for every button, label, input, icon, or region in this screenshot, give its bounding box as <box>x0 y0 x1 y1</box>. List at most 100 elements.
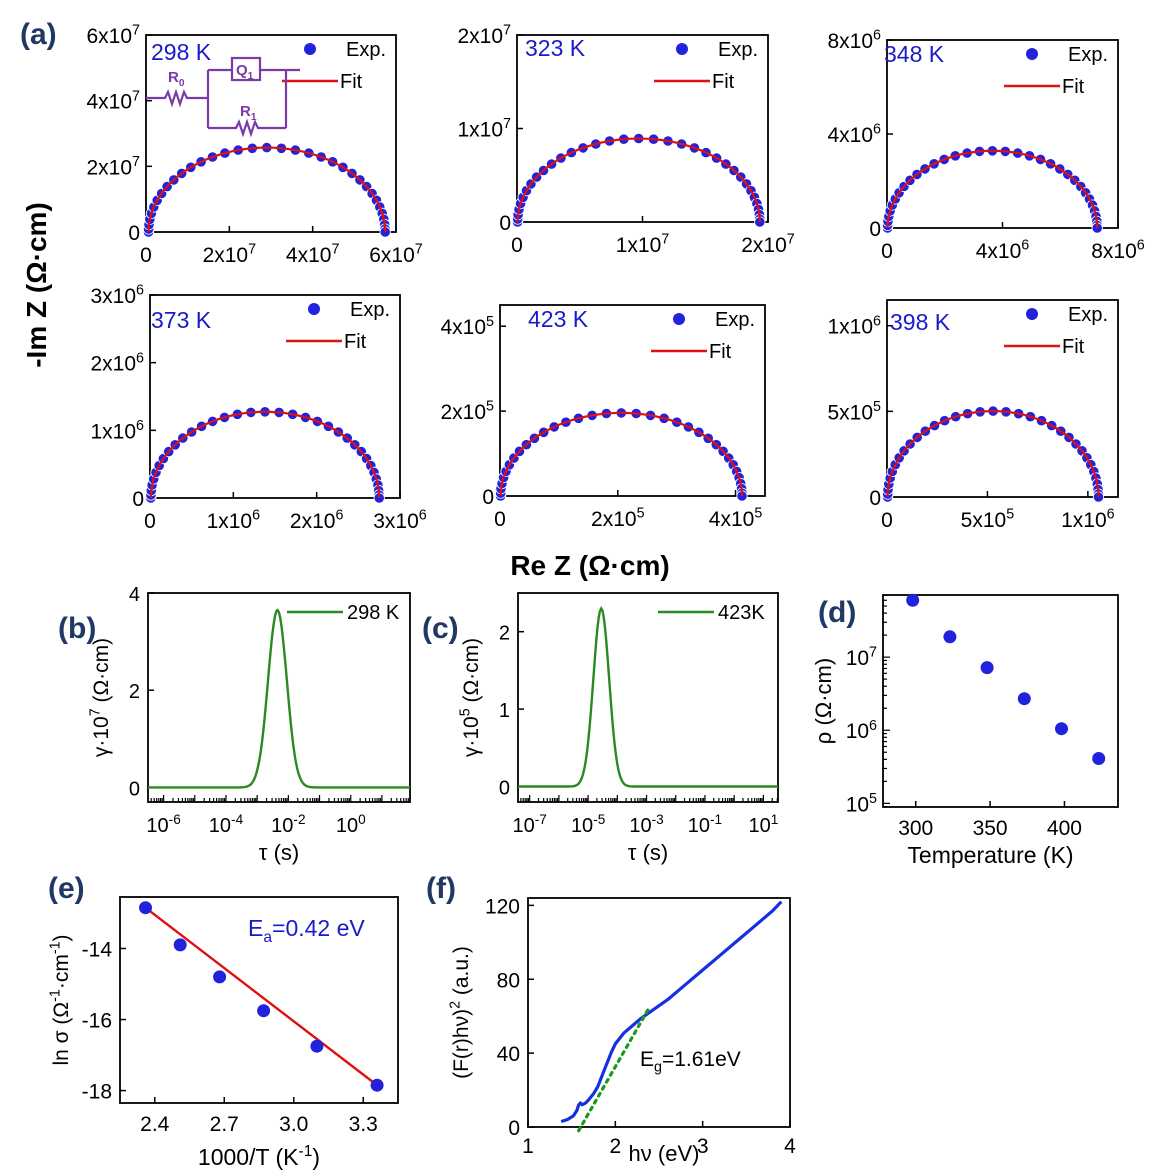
x-tick-label: 2x107 <box>741 232 795 257</box>
sigma-point <box>257 1004 271 1018</box>
legend-fit-label: Fit <box>1062 76 1085 98</box>
x-tick-label: 1x106 <box>1061 507 1115 532</box>
nyquist-panel-398-k: 0 5x105 1x106 0 5x105 1x106 398 K Exp. Fit <box>828 299 1119 532</box>
y-axis-label: γ·107 (Ω·cm) <box>88 638 113 757</box>
panel-d-label: (d) <box>818 596 856 629</box>
rho-point <box>1092 752 1106 765</box>
fit-line <box>886 149 1099 228</box>
x-axis-label: 1000/T (K-1) <box>198 1143 320 1170</box>
nyquist-panel-298-k: 0 2x107 4x107 6x107 0 2x107 4x107 6x107 298 K Exp… <box>87 23 423 267</box>
x-axis-label: Temperature (K) <box>907 842 1073 868</box>
x-tick-label: 101 <box>748 812 778 837</box>
nyquist-panel-423-k: 0 2x105 4x105 0 2x105 4x105 423 K Exp. Fit <box>441 304 766 531</box>
legend-fit-label: Fit <box>709 341 732 363</box>
y-tick-label: 0 <box>508 1117 520 1140</box>
x-tick-label: 0 <box>494 508 506 531</box>
nyquist-frame <box>886 299 1119 498</box>
x-tick-label: 0 <box>511 234 523 257</box>
x-tick-label: 10-4 <box>209 812 244 837</box>
legend-label: 423K <box>718 602 765 624</box>
y-tick-label: 0 <box>132 488 144 511</box>
x-tick-label: 2x107 <box>203 242 257 267</box>
y-tick-label: 1x106 <box>91 418 145 443</box>
y-tick-label: 0 <box>129 778 140 800</box>
legend-exp-label: Exp. <box>718 39 758 61</box>
y-tick-label: -18 <box>82 1081 112 1104</box>
y-tick-label: 105 <box>846 791 877 816</box>
tauc-frame <box>527 897 791 1128</box>
charts-group: 0 2x107 4x107 6x107 0 2x107 4x107 6x107 298 K Exp… <box>48 23 1145 1170</box>
temperature-label: 423 K <box>528 306 589 332</box>
legend-exp-marker <box>676 43 688 55</box>
legend-exp-label: Exp. <box>1068 304 1108 326</box>
y-tick-label: -16 <box>82 1010 112 1033</box>
rho-point <box>1017 692 1031 706</box>
fit-line <box>144 906 378 1087</box>
x-tick-label: 4x107 <box>286 242 340 267</box>
legend-fit-label: Fit <box>340 71 363 93</box>
x-tick-label: 10-7 <box>513 812 547 837</box>
r0-label: R0 <box>168 69 185 89</box>
sigma-point <box>310 1039 324 1053</box>
q1-label: Q1 <box>236 62 254 82</box>
y-tick-label: 80 <box>497 969 520 992</box>
y-tick-label: 120 <box>485 895 520 918</box>
temperature-label: 323 K <box>525 35 586 61</box>
x-tick-label: 3x106 <box>373 508 427 533</box>
y-tick-label: 107 <box>846 645 877 670</box>
y-tick-label: 2x105 <box>441 399 495 424</box>
temperature-label: 348 K <box>884 41 945 67</box>
x-tick-label: 0 <box>881 509 893 532</box>
tauc-fit-line <box>577 1007 651 1133</box>
x-tick-label: 5x105 <box>961 507 1015 532</box>
x-tick-label: 300 <box>898 817 933 840</box>
nyquist-frame <box>149 294 401 499</box>
y-tick-label: 0 <box>869 218 881 241</box>
temperature-label: 398 K <box>890 309 951 335</box>
x-tick-label: 3.0 <box>279 1113 308 1136</box>
legend-exp-label: Exp. <box>350 299 390 321</box>
nyquist-ylabel: -Im Z (Ω·cm) <box>21 202 52 368</box>
panel-b-label: (b) <box>58 612 96 645</box>
nyquist-panel-323-k: 0 1x107 2x107 0 1x107 2x107 323 K Exp. Fit <box>458 23 795 257</box>
drt-panel-b: 10-6 10-4 10-2 100 0 2 4 298 K γ·107 (Ω·cm) τ (s) <box>88 584 411 865</box>
nyquist-xlabel: Re Z (Ω·cm) <box>510 550 669 581</box>
y-tick-label: 1x106 <box>828 313 882 338</box>
sigma-point <box>370 1078 384 1092</box>
x-axis-label: τ (s) <box>259 840 299 865</box>
x-tick-label: 2.4 <box>140 1113 170 1136</box>
y-tick-label: 2x107 <box>458 23 512 48</box>
drt-frame <box>517 592 779 803</box>
arrhenius-frame <box>119 896 399 1104</box>
x-tick-label: 1x107 <box>616 232 670 257</box>
x-tick-label: 10-1 <box>688 812 722 837</box>
x-tick-label: 2x105 <box>591 506 645 531</box>
y-tick-label: 0 <box>482 486 494 509</box>
panel-c-label: (c) <box>422 612 459 645</box>
q1-element <box>230 56 262 82</box>
temperature-label: 298 K <box>151 39 212 65</box>
x-tick-label: 0 <box>144 510 156 533</box>
panel-f-label: (f) <box>426 872 456 905</box>
sigma-point <box>139 901 152 915</box>
r0-resistor <box>146 88 208 108</box>
y-tick-label: 1 <box>499 700 510 722</box>
drt-curve <box>518 605 778 788</box>
y-tick-label: -14 <box>82 939 113 962</box>
y-axis-label: ln σ (Ω-1·cm-1) <box>48 934 73 1065</box>
x-tick-label: 0 <box>140 244 152 267</box>
y-tick-label: 2x106 <box>91 350 145 375</box>
legend-exp-marker <box>1026 48 1038 60</box>
legend-label: 298 K <box>347 602 400 624</box>
sigma-point <box>173 938 187 952</box>
legend-exp-marker <box>308 303 320 315</box>
drt-frame <box>147 592 411 803</box>
tauc-curve <box>560 900 783 1124</box>
temperature-label: 373 K <box>151 307 212 333</box>
panel-a-label: (a) <box>20 18 57 51</box>
y-tick-label: 2 <box>499 623 510 645</box>
y-tick-label: 3x106 <box>91 283 145 308</box>
